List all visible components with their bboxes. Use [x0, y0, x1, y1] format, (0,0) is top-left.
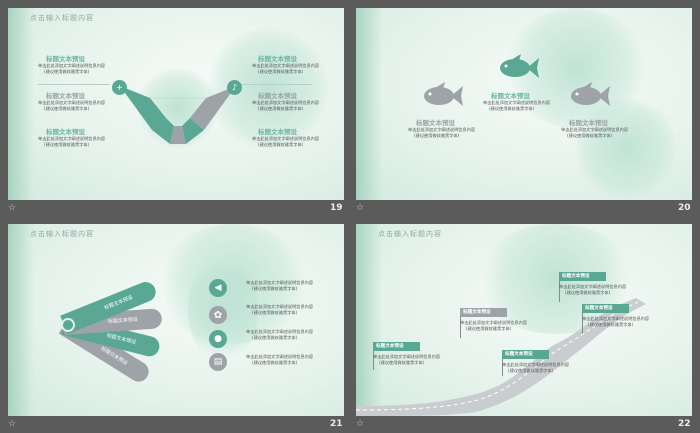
- plus-icon: +: [112, 80, 127, 95]
- flag-pole: [460, 308, 461, 338]
- item-body: 单击此处添加文字阐述说明信息内容 (建议使用微软雅黑字体): [246, 280, 314, 291]
- v-shape-diagram: [120, 86, 236, 144]
- fish-icon: [571, 82, 610, 106]
- page-number: 20: [678, 203, 691, 213]
- star-icon: ☆: [8, 419, 17, 429]
- slide-19[interactable]: 点击输入标题内容 标题文本预设 单击此处添加文字阐述说明信息内容 (建议使用微软雅…: [8, 8, 344, 200]
- item-heading: 标题文本预设: [46, 55, 85, 63]
- slide-20[interactable]: 标题文本预设 单击此处添加文字阐述说明信息内容 (建议使用微软雅黑字体) 标题文本…: [356, 8, 692, 200]
- item-heading: 标题文本预设: [46, 92, 85, 100]
- page-number: 22: [678, 419, 691, 429]
- watercolor-edge: [356, 8, 382, 200]
- item-body: 单击此处添加文字阐述说明信息内容 (建议使用微软雅黑字体): [483, 100, 551, 111]
- divider-line: [240, 84, 312, 85]
- watercolor-edge: [8, 224, 34, 416]
- flag-label: 标题文本预设: [559, 272, 606, 281]
- flag-body: 单击此处添加文字阐述说明信息内容 (建议使用微软雅黑字体): [582, 316, 650, 327]
- star-icon: ☆: [356, 419, 365, 429]
- item-heading: 标题文本预设: [258, 55, 297, 63]
- flag-pole: [373, 346, 374, 370]
- flag-label: 标题文本预设: [582, 304, 629, 313]
- item-body: 单击此处添加文字阐述说明信息内容 (建议使用微软雅黑字体): [408, 127, 476, 138]
- star-icon: ☆: [8, 203, 17, 213]
- chat-icon: ●: [209, 330, 227, 348]
- music-icon: ♪: [227, 80, 242, 95]
- slide-title: 点击输入标题内容: [378, 230, 442, 238]
- flag-body: 单击此处添加文字阐述说明信息内容 (建议使用微软雅黑字体): [502, 362, 570, 373]
- fish-icon: [424, 82, 463, 106]
- item-body: 单击此处添加文字阐述说明信息内容 (建议使用微软雅黑字体): [38, 63, 106, 74]
- flag-body: 单击此处添加文字阐述说明信息内容 (建议使用微软雅黑字体): [460, 320, 528, 331]
- watercolor-edge: [356, 224, 382, 416]
- clipboard-icon: ▤: [209, 353, 227, 371]
- item-body: 单击此处添加文字阐述说明信息内容 (建议使用微软雅黑字体): [561, 127, 629, 138]
- flag-body: 单击此处添加文字阐述说明信息内容 (建议使用微软雅黑字体): [373, 354, 441, 365]
- item-body: 单击此处添加文字阐述说明信息内容 (建议使用微软雅黑字体): [252, 136, 320, 147]
- slide-22[interactable]: 点击输入标题内容 标题文本预设 单击此处添加文字阐述说明信息内容 (建议使用微软雅…: [356, 224, 692, 416]
- watercolor-blot: [576, 98, 676, 198]
- volume-icon: ◀: [209, 279, 227, 297]
- settings-icon: ✿: [209, 306, 227, 324]
- item-body: 单击此处添加文字阐述说明信息内容 (建议使用微软雅黑字体): [38, 100, 106, 111]
- item-heading: 标题文本预设: [258, 128, 297, 136]
- fish-icon: [500, 54, 539, 78]
- item-body: 单击此处添加文字阐述说明信息内容 (建议使用微软雅黑字体): [38, 136, 106, 147]
- item-heading: 标题文本预设: [416, 119, 455, 127]
- item-body: 单击此处添加文字阐述说明信息内容 (建议使用微软雅黑字体): [246, 304, 314, 315]
- flag-body: 单击此处添加文字阐述说明信息内容 (建议使用微软雅黑字体): [559, 284, 627, 295]
- flag-pole: [502, 350, 503, 376]
- item-heading: 标题文本预设: [569, 119, 608, 127]
- star-icon: ☆: [356, 203, 365, 213]
- item-body: 单击此处添加文字阐述说明信息内容 (建议使用微软雅黑字体): [252, 63, 320, 74]
- flag-label: 标题文本预设: [460, 308, 507, 317]
- flag-pole: [559, 272, 560, 302]
- item-heading: 标题文本预设: [258, 92, 297, 100]
- page-number: 21: [330, 419, 343, 429]
- watercolor-edge: [8, 8, 34, 200]
- item-heading: 标题文本预设: [491, 92, 530, 100]
- divider-line: [38, 84, 110, 85]
- slide-21[interactable]: 点击输入标题内容 标题文本预设 标题文本预设 标题文本预设 标题文本预设 ◀ ✿…: [8, 224, 344, 416]
- page-number: 19: [330, 203, 343, 213]
- fan-pivot: [61, 318, 75, 332]
- slide-title: 点击输入标题内容: [30, 14, 94, 22]
- item-body: 单击此处添加文字阐述说明信息内容 (建议使用微软雅黑字体): [252, 100, 320, 111]
- flag-label: 标题文本预设: [502, 350, 549, 359]
- item-body: 单击此处添加文字阐述说明信息内容 (建议使用微软雅黑字体): [246, 354, 314, 365]
- item-heading: 标题文本预设: [46, 128, 85, 136]
- item-body: 单击此处添加文字阐述说明信息内容 (建议使用微软雅黑字体): [246, 329, 314, 340]
- flag-label: 标题文本预设: [373, 342, 420, 351]
- flag-pole: [582, 304, 583, 334]
- slide-title: 点击输入标题内容: [30, 230, 94, 238]
